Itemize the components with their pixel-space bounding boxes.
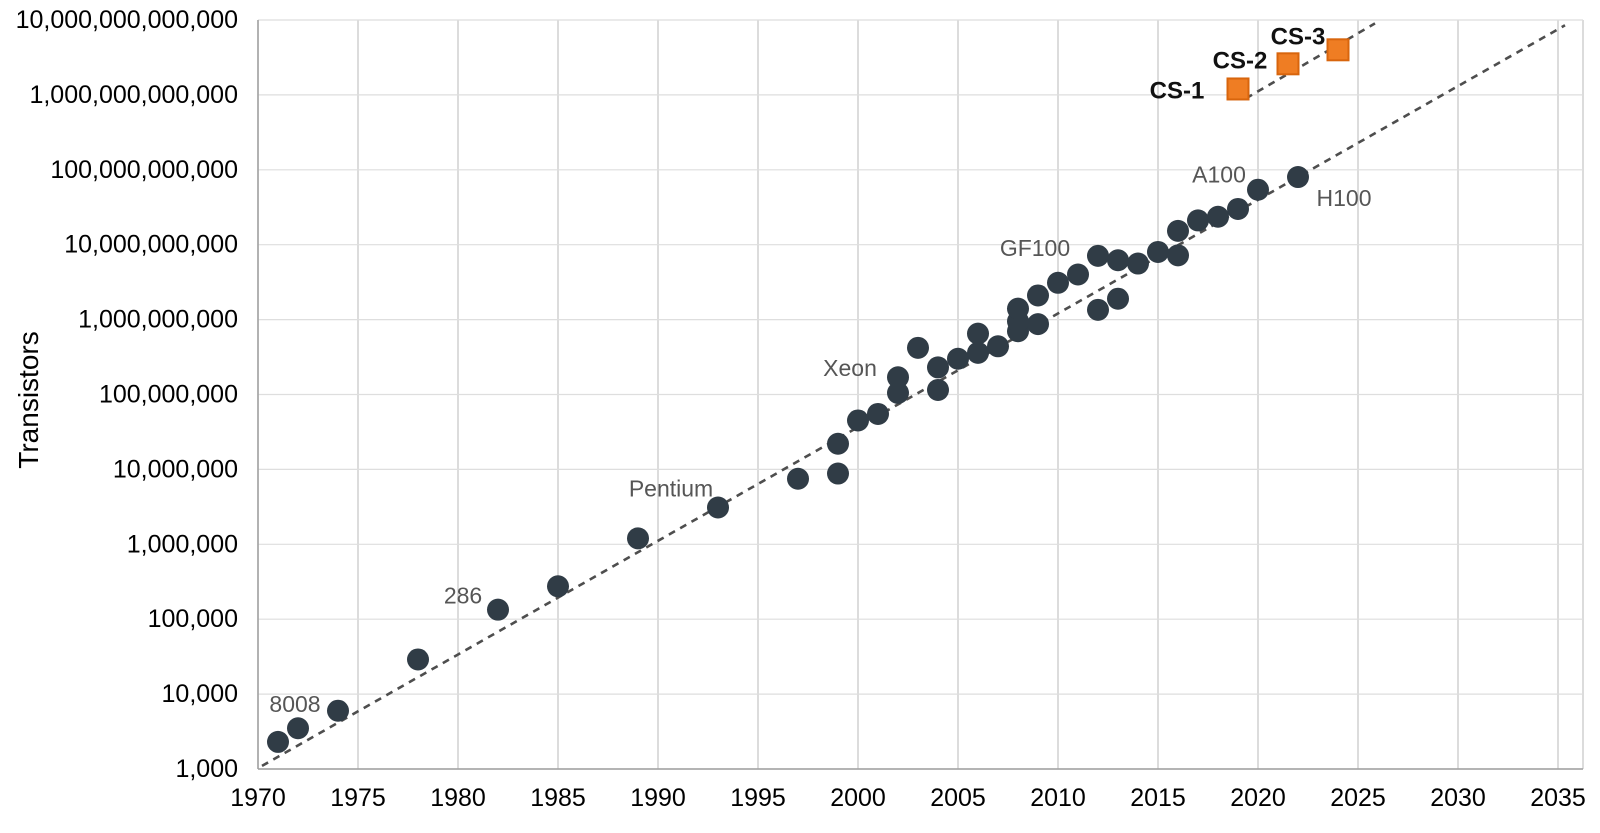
annotations: 8008 286 Pentium Xeon GF100 A100 H100 CS-1 CS-2C… bbox=[269, 23, 1371, 717]
x-tick-label: 1995 bbox=[730, 784, 786, 812]
y-tick-label: 10,000,000 bbox=[113, 455, 238, 483]
point-label-a100: A100 bbox=[1192, 162, 1246, 188]
y-tick-label: 10,000,000,000,000 bbox=[16, 6, 238, 34]
x-tick-label: 2030 bbox=[1430, 784, 1486, 812]
x-tick-label: 2020 bbox=[1230, 784, 1286, 812]
x-tick-label: 1990 bbox=[630, 784, 686, 812]
processor-point bbox=[887, 366, 909, 389]
processor-point bbox=[287, 717, 309, 740]
cerebras-point bbox=[1326, 38, 1350, 62]
cerebras-point bbox=[1226, 77, 1250, 101]
processor-point bbox=[907, 336, 929, 359]
processor-point bbox=[627, 527, 649, 550]
tick-labels: 1970 1975 1980 1985 1990 1995 2000 2005 2010 2015… bbox=[16, 6, 1586, 812]
processor-point bbox=[1167, 219, 1189, 242]
point-label-xeon: Xeon bbox=[823, 355, 877, 381]
x-tick-label: 2010 bbox=[1030, 784, 1086, 812]
processor-point bbox=[1107, 249, 1129, 272]
processor-point bbox=[827, 432, 849, 455]
y-tick-label: 1,000,000 bbox=[127, 530, 238, 558]
processor-point bbox=[487, 598, 509, 621]
processor-point bbox=[1167, 244, 1189, 267]
processor-point bbox=[1187, 209, 1209, 232]
point-label-8008: 8008 bbox=[269, 691, 320, 717]
x-tick-label: 1970 bbox=[230, 784, 286, 812]
y-axis-title: Transistors bbox=[13, 331, 44, 468]
processor-point bbox=[887, 381, 909, 404]
y-tick-label: 10,000 bbox=[162, 680, 238, 708]
processor-point bbox=[1107, 287, 1129, 310]
point-label-cs-2: CS-2 bbox=[1213, 47, 1268, 74]
gridlines bbox=[257, 19, 1584, 770]
processor-point bbox=[1027, 284, 1049, 307]
point-label-pentium: Pentium bbox=[629, 475, 713, 501]
y-tick-label: 100,000 bbox=[148, 605, 238, 633]
axes bbox=[257, 20, 1583, 770]
x-tick-label: 1980 bbox=[430, 784, 486, 812]
processor-point bbox=[987, 335, 1009, 358]
data-points bbox=[267, 38, 1350, 753]
processor-point bbox=[407, 648, 429, 671]
processor-point bbox=[267, 730, 289, 753]
processor-point bbox=[547, 575, 569, 598]
moore-trend bbox=[261, 24, 1566, 768]
x-tick-label: 2000 bbox=[830, 784, 886, 812]
x-tick-label: 2025 bbox=[1330, 784, 1386, 812]
point-label-cs-3: CS-3 bbox=[1271, 23, 1326, 50]
processor-point bbox=[1247, 178, 1269, 201]
processor-point bbox=[947, 347, 969, 370]
cerebras-point bbox=[1276, 52, 1300, 76]
processor-point bbox=[787, 467, 809, 490]
point-label-h100: H100 bbox=[1317, 185, 1372, 211]
processor-point bbox=[867, 402, 889, 425]
y-tick-label: 1,000,000,000 bbox=[78, 306, 238, 334]
processor-point bbox=[1087, 298, 1109, 321]
processor-point bbox=[967, 322, 989, 345]
point-label-286: 286 bbox=[444, 583, 482, 609]
x-tick-label: 2005 bbox=[930, 784, 986, 812]
processor-point bbox=[1127, 252, 1149, 275]
processor-point bbox=[1047, 271, 1069, 294]
y-tick-label: 10,000,000,000 bbox=[64, 231, 238, 259]
processor-point bbox=[1087, 244, 1109, 267]
processor-point bbox=[847, 409, 869, 432]
processor-point bbox=[707, 496, 729, 519]
x-tick-label: 2035 bbox=[1530, 784, 1586, 812]
y-tick-label: 100,000,000,000 bbox=[50, 156, 238, 184]
processor-point bbox=[927, 378, 949, 401]
processor-point bbox=[1287, 166, 1309, 189]
point-label-cs-1: CS-1 bbox=[1150, 77, 1205, 104]
processor-point bbox=[1067, 263, 1089, 286]
processor-point bbox=[327, 699, 349, 722]
processor-point bbox=[1207, 205, 1229, 228]
x-tick-label: 1975 bbox=[330, 784, 386, 812]
processor-point bbox=[827, 462, 849, 485]
processor-point bbox=[1007, 297, 1029, 320]
processor-point bbox=[967, 341, 989, 364]
trend-lines bbox=[261, 22, 1566, 768]
x-tick-label: 1985 bbox=[530, 784, 586, 812]
processor-point bbox=[1027, 313, 1049, 336]
processor-point bbox=[1147, 240, 1169, 263]
point-label-gf100: GF100 bbox=[1000, 235, 1070, 261]
processor-point bbox=[1227, 197, 1249, 220]
x-tick-label: 2015 bbox=[1130, 784, 1186, 812]
y-tick-label: 100,000,000 bbox=[99, 381, 238, 409]
y-tick-label: 1,000,000,000,000 bbox=[29, 81, 238, 109]
processor-point bbox=[927, 356, 949, 379]
y-tick-label: 1,000 bbox=[175, 755, 238, 783]
